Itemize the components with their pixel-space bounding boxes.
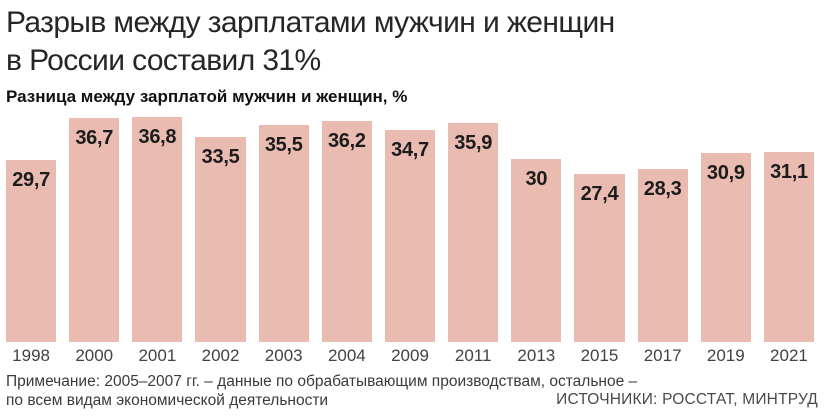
- bar-value-label: 28,3: [643, 178, 682, 200]
- bar: 36,2: [321, 121, 372, 342]
- chart-subtitle: Разница между зарплатой мужчин и женщин,…: [6, 87, 408, 106]
- bar-value-label: 27,4: [580, 183, 619, 205]
- footnote-line2: по всем видам экономической деятельности: [6, 392, 329, 409]
- x-axis-tick-label: 1998: [12, 346, 50, 365]
- x-axis-tick-label: 2001: [138, 346, 177, 365]
- bar-value-label: 31,1: [770, 161, 808, 183]
- bar-column: 27,4: [574, 117, 625, 342]
- page-title-line2: в России составил 31%: [6, 44, 321, 77]
- bar-column: 29,7: [6, 117, 57, 342]
- x-axis-tick-label: 2011: [454, 346, 492, 365]
- bar-column: 28,3: [637, 117, 688, 342]
- bar-column: 35,9: [448, 117, 499, 342]
- x-axis-tick-label: 2019: [706, 346, 745, 365]
- bar-chart: 29,7 36,7 36,8 33,5 35,5 36,2 34,7 35,9 …: [6, 117, 815, 342]
- bar-value-label: 36,2: [327, 130, 366, 152]
- x-axis-tick-label: 2002: [201, 346, 240, 365]
- x-axis-tick-label: 2000: [75, 346, 114, 365]
- bar-column: 36,8: [132, 117, 183, 342]
- bar: 31,1: [763, 152, 815, 342]
- bar-column: 35,5: [258, 117, 309, 342]
- footnote: Примечание: 2005–2007 гг. – данные по об…: [6, 372, 818, 410]
- bar-value-label: 29,7: [12, 169, 50, 191]
- bar: 36,7: [69, 118, 120, 342]
- bar-column: 33,5: [195, 117, 246, 342]
- bar-column: 36,7: [69, 117, 120, 342]
- x-axis-tick-label: 2004: [327, 346, 366, 365]
- bar: 36,8: [132, 117, 183, 342]
- page-title-line1: Разрыв между зарплатами мужчин и женщин: [6, 6, 615, 39]
- x-axis-tick-label: 2015: [580, 346, 619, 365]
- bar: 33,5: [195, 137, 246, 342]
- bar-column: 31,1: [763, 117, 815, 342]
- bar-column: 30: [511, 117, 562, 342]
- source-credit: ИСТОЧНИКИ: РОССТАТ, МИНТРУД: [556, 391, 818, 408]
- bar: 27,4: [574, 174, 625, 342]
- x-axis-tick-label: 2021: [770, 346, 808, 365]
- bar: 30,9: [700, 153, 751, 342]
- bar-column: 34,7: [384, 117, 436, 342]
- bar-column: 36,2: [321, 117, 372, 342]
- chart-footer: Примечание: 2005–2007 гг. – данные по об…: [6, 372, 818, 410]
- x-axis-tick-label: 2009: [391, 346, 429, 365]
- bar-value-label: 36,7: [75, 127, 114, 149]
- page-title: Разрыв между зарплатами мужчин и женщин …: [6, 4, 818, 80]
- bar: 35,9: [448, 123, 499, 342]
- bar-value-label: 30: [525, 168, 548, 190]
- bar: 29,7: [6, 160, 57, 342]
- footnote-line1: Примечание: 2005–2007 гг. – данные по об…: [6, 373, 638, 390]
- bar-value-label: 33,5: [201, 146, 240, 168]
- bar: 35,5: [258, 125, 309, 342]
- x-axis-tick-label: 2017: [643, 346, 682, 365]
- bar-value-label: 30,9: [706, 162, 745, 184]
- bar-column: 30,9: [700, 117, 751, 342]
- x-axis-tick-label: 2003: [264, 346, 303, 365]
- bar: 30: [511, 159, 562, 342]
- bar-value-label: 34,7: [391, 139, 429, 161]
- bar-value-label: 35,9: [454, 132, 493, 154]
- bar-value-label: 35,5: [264, 134, 303, 156]
- x-axis-labels: 1998 2000 2001 2002 2003 2004 2009 2011 2013 2015…: [6, 346, 814, 366]
- bar-value-label: 36,8: [138, 126, 177, 148]
- bar: 34,7: [384, 130, 436, 342]
- x-axis-tick-label: 2013: [517, 346, 556, 365]
- bar: 28,3: [637, 169, 688, 342]
